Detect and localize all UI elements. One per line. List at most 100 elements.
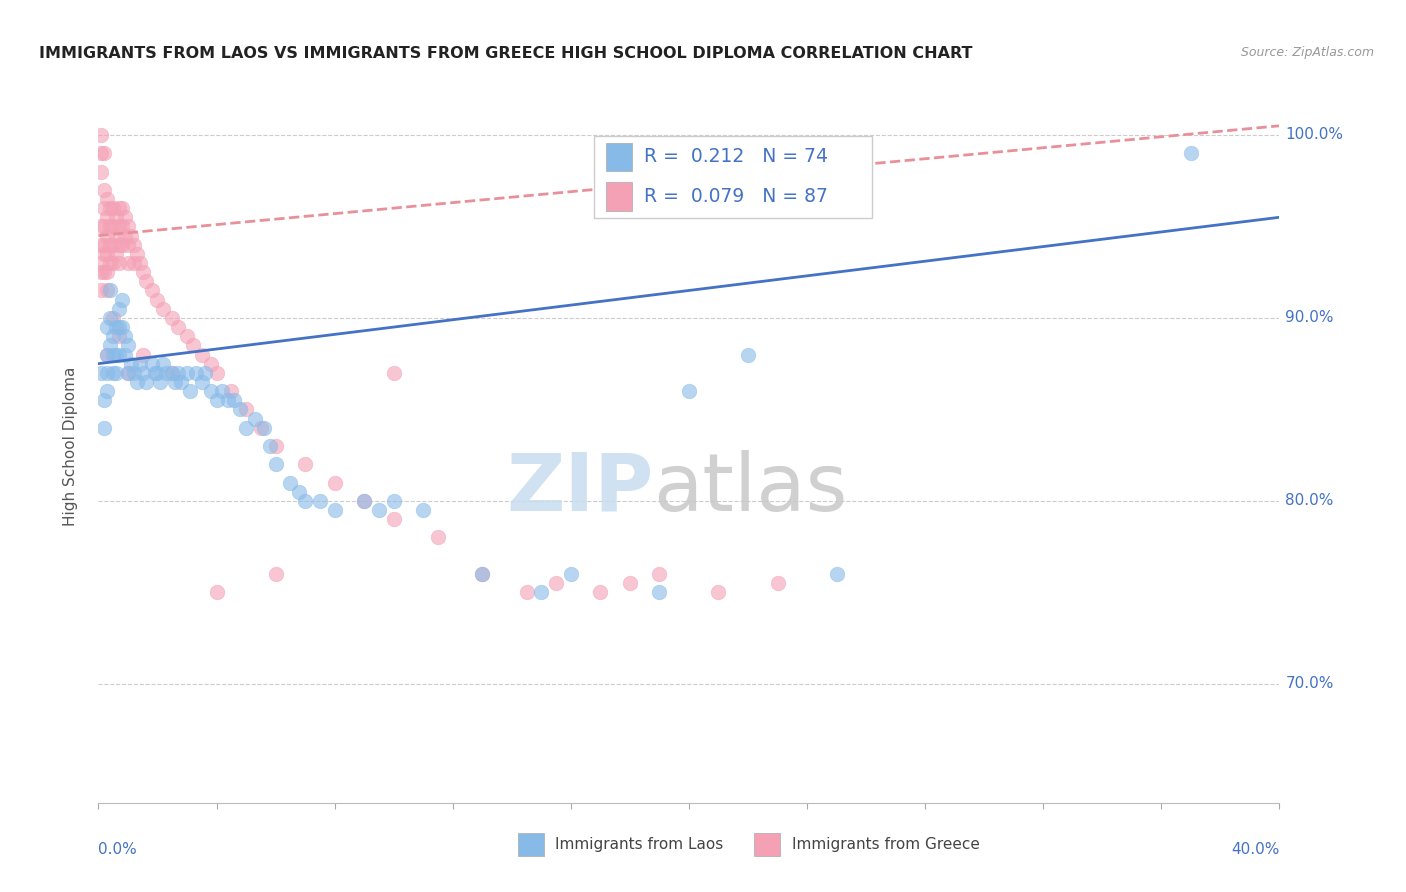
Point (128, 256, 150, 270)
Point (103, 310, 125, 325)
Point (105, 347, 128, 361)
Point (382, 512, 405, 526)
Point (141, 284, 163, 298)
Point (103, 366, 125, 380)
Point (323, 475, 346, 490)
Point (105, 366, 128, 380)
Point (108, 347, 131, 361)
Point (114, 329, 136, 343)
Point (111, 293, 134, 307)
Point (98, 284, 121, 298)
Text: ZIP: ZIP (506, 450, 654, 528)
Point (103, 237, 125, 252)
Point (122, 366, 145, 380)
Point (516, 585, 538, 599)
Point (96, 265, 118, 279)
Point (179, 384, 201, 398)
Point (96, 247, 118, 261)
Point (125, 375, 148, 389)
Point (105, 247, 128, 261)
Point (737, 347, 759, 361)
FancyBboxPatch shape (606, 182, 633, 211)
Y-axis label: High School Diploma: High School Diploma (63, 367, 77, 525)
Point (93, 237, 115, 252)
Point (382, 494, 405, 508)
Point (530, 585, 553, 599)
Point (108, 320, 131, 334)
Point (766, 576, 789, 591)
Point (108, 201, 131, 215)
Point (176, 366, 198, 380)
Point (98, 310, 121, 325)
Text: R =  0.079   N = 87: R = 0.079 N = 87 (644, 186, 828, 206)
Point (90, 366, 112, 380)
Point (194, 366, 217, 380)
FancyBboxPatch shape (606, 143, 633, 171)
Point (825, 567, 848, 582)
Point (152, 357, 174, 371)
Point (117, 219, 139, 234)
Point (90, 284, 112, 298)
Point (294, 494, 316, 508)
Point (191, 347, 214, 361)
Point (253, 420, 276, 434)
Point (96, 228, 118, 243)
Point (93, 219, 115, 234)
Point (1180, 146, 1202, 161)
Point (90, 128, 112, 142)
Point (114, 211, 136, 225)
Point (103, 201, 125, 215)
Point (117, 338, 139, 352)
Point (111, 237, 134, 252)
Point (96, 284, 118, 298)
Point (120, 228, 142, 243)
Text: Source: ZipAtlas.com: Source: ZipAtlas.com (1241, 46, 1374, 60)
Point (205, 366, 228, 380)
Point (98, 338, 121, 352)
Point (427, 531, 450, 545)
Point (250, 420, 273, 434)
Point (162, 366, 183, 380)
Point (98, 256, 121, 270)
Text: R =  0.212   N = 74: R = 0.212 N = 74 (644, 147, 828, 167)
Point (125, 247, 148, 261)
Point (229, 402, 252, 417)
Point (707, 585, 730, 599)
Point (152, 301, 174, 316)
Point (108, 329, 131, 343)
Point (103, 329, 125, 343)
Text: 70.0%: 70.0% (1285, 676, 1334, 691)
Point (117, 237, 139, 252)
Point (146, 293, 169, 307)
Point (122, 256, 145, 270)
Point (368, 503, 391, 517)
Point (98, 237, 121, 252)
Point (146, 366, 169, 380)
Point (200, 384, 222, 398)
Point (589, 585, 612, 599)
Point (96, 211, 118, 225)
Point (132, 366, 155, 380)
Point (108, 237, 131, 252)
Point (224, 393, 246, 408)
Point (117, 366, 139, 380)
Text: 80.0%: 80.0% (1285, 493, 1334, 508)
Point (96, 192, 118, 206)
Point (382, 366, 405, 380)
Point (103, 256, 125, 270)
Point (132, 265, 155, 279)
Point (105, 228, 128, 243)
Point (90, 164, 112, 178)
Text: Immigrants from Laos: Immigrants from Laos (555, 838, 724, 853)
Point (235, 402, 257, 417)
Point (165, 375, 187, 389)
Point (181, 338, 204, 352)
Point (117, 366, 139, 380)
Point (217, 393, 239, 408)
Point (128, 357, 150, 371)
FancyBboxPatch shape (754, 833, 780, 856)
Point (648, 585, 671, 599)
Point (90, 237, 112, 252)
Point (288, 484, 311, 499)
Point (96, 320, 118, 334)
